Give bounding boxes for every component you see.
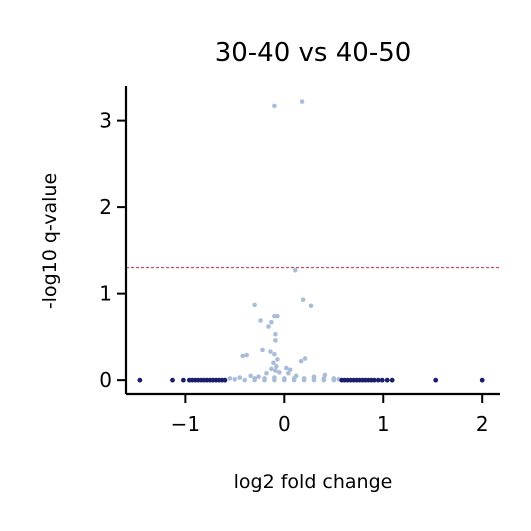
x-tick-label: 0 [278, 412, 291, 436]
data-point-nonsignificant [258, 318, 263, 323]
data-point-large-change [371, 377, 377, 383]
data-point-large-change [389, 377, 395, 383]
y-tick-label: 3 [99, 109, 112, 133]
x-tick-label: −1 [171, 412, 200, 436]
data-point-nonsignificant [271, 360, 276, 366]
x-ticks: −1 0 1 2 [171, 394, 489, 436]
data-point-nonsignificant [252, 302, 257, 308]
data-point-nonsignificant [268, 349, 273, 354]
x-tick-label: 2 [476, 412, 489, 436]
data-point-nonsignificant [273, 332, 278, 337]
data-point-nonsignificant [275, 313, 280, 319]
data-point-nonsignificant [322, 372, 328, 378]
x-tick-label: 1 [377, 412, 390, 436]
data-point-nonsignificant [308, 303, 314, 309]
data-point-nonsignificant [272, 377, 277, 383]
data-point-nonsignificant [273, 368, 278, 373]
data-point-nonsignificant [260, 347, 265, 353]
data-point-nonsignificant [287, 367, 293, 373]
data-point-large-change [180, 377, 186, 383]
data-point-nonsignificant [301, 377, 307, 383]
data-point-nonsignificant [272, 103, 277, 109]
data-point-large-change [137, 377, 143, 383]
data-point-large-change [479, 377, 485, 383]
data-point-nonsignificant [269, 319, 274, 325]
data-point-large-change [384, 377, 390, 383]
y-tick-label: 2 [99, 195, 112, 219]
data-point-nonsignificant [269, 366, 274, 372]
y-tick-label: 1 [99, 282, 112, 306]
data-point-nonsignificant [311, 377, 317, 383]
data-point-nonsignificant [272, 351, 277, 357]
data-point-nonsignificant [237, 375, 243, 380]
data-point-nonsignificant [299, 99, 305, 104]
data-point-nonsignificant [300, 297, 306, 302]
data-point-large-change [379, 377, 385, 383]
data-point-nonsignificant [298, 358, 304, 364]
data-point-nonsignificant [252, 377, 257, 383]
data-point-nonsignificant [242, 377, 248, 383]
data-point-nonsignificant [244, 352, 250, 358]
points-layer [137, 99, 485, 383]
data-point-nonsignificant [292, 267, 298, 273]
data-point-nonsignificant [321, 377, 327, 383]
data-point-nonsignificant [331, 377, 337, 383]
data-point-nonsignificant [274, 364, 279, 369]
data-point-nonsignificant [227, 376, 233, 381]
data-point-nonsignificant [302, 356, 308, 361]
data-point-nonsignificant [256, 374, 261, 379]
data-point-nonsignificant [266, 324, 271, 329]
data-point-large-change [433, 377, 439, 383]
data-point-nonsignificant [248, 373, 253, 379]
data-point-large-change [375, 377, 381, 383]
y-ticks: 0 1 2 3 [99, 109, 126, 392]
data-point-nonsignificant [291, 377, 297, 383]
data-point-nonsignificant [264, 370, 269, 376]
data-point-nonsignificant [277, 370, 282, 375]
data-point-nonsignificant [232, 376, 238, 382]
data-point-nonsignificant [285, 370, 291, 376]
data-point-large-change [222, 377, 228, 383]
data-point-nonsignificant [262, 377, 267, 383]
y-tick-label: 0 [99, 368, 112, 392]
data-point-nonsignificant [282, 377, 287, 383]
data-point-large-change [170, 377, 175, 383]
data-point-nonsignificant [283, 365, 289, 371]
data-point-nonsignificant [275, 357, 280, 362]
chart-title: 30-40 vs 40-50 [215, 38, 412, 68]
x-axis-label: log2 fold change [234, 471, 393, 493]
data-point-nonsignificant [273, 338, 278, 343]
data-point-nonsignificant [240, 353, 246, 359]
y-axis-label: -log10 q-value [39, 173, 61, 309]
